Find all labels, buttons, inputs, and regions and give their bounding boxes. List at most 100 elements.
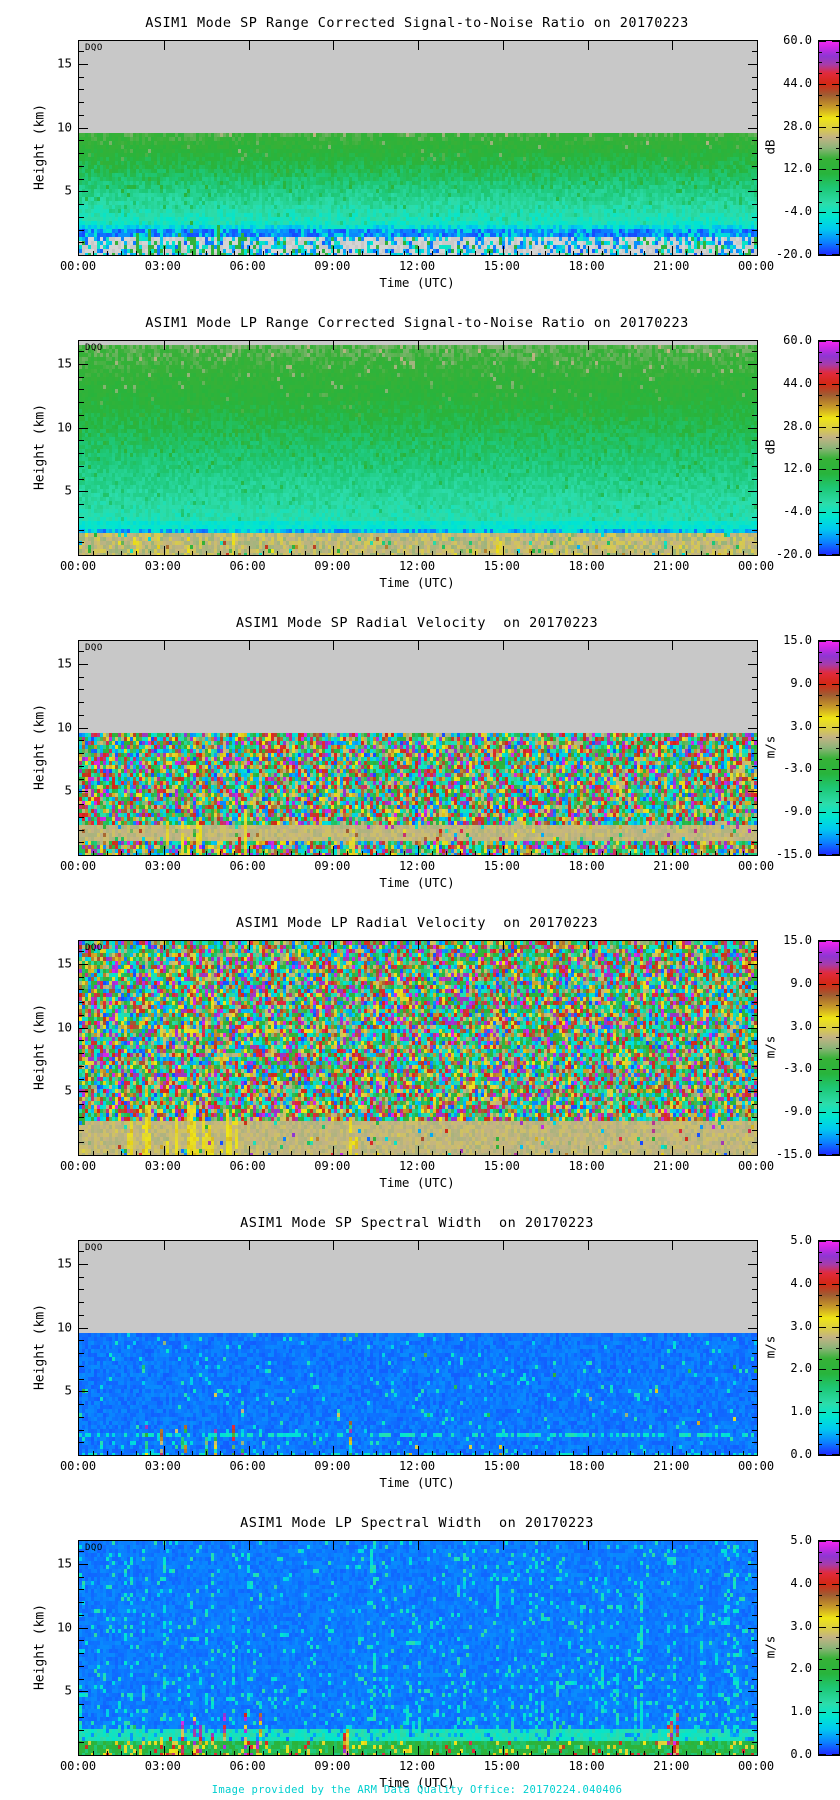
x-axis-tick — [248, 1446, 250, 1455]
colorbar-tick — [836, 1037, 839, 1039]
x-axis-tick — [615, 1151, 617, 1155]
x-axis-tick — [587, 1241, 589, 1250]
x-axis-tick — [573, 551, 575, 555]
colorbar-tick — [836, 694, 839, 696]
y-axis-tick — [752, 178, 757, 180]
colorbar-tick — [819, 833, 822, 835]
y-axis-tick — [752, 1065, 757, 1067]
y-axis-tick — [79, 140, 84, 142]
y-axis-tick — [752, 753, 757, 755]
y-axis-label: Height (km) — [32, 1303, 48, 1391]
x-axis-tick — [615, 1751, 617, 1755]
y-axis-tick — [79, 114, 84, 116]
x-axis-tick — [121, 1751, 123, 1755]
colorbar-tick — [819, 1744, 822, 1746]
colorbar-tick — [819, 641, 826, 642]
colorbar-tick-label: 12.0 — [783, 161, 812, 176]
x-tick-label: 18:00 — [568, 1759, 605, 1773]
x-axis-tick — [248, 941, 250, 950]
x-axis-tick — [333, 846, 335, 855]
x-axis-tick — [545, 851, 547, 855]
x-axis-tick — [629, 1451, 631, 1455]
x-axis-tick — [474, 1751, 476, 1755]
y-axis-tick — [752, 440, 757, 442]
colorbar-tick — [819, 1144, 822, 1146]
x-axis-tick — [403, 1451, 405, 1455]
y-axis-tick — [752, 1551, 757, 1553]
colorbar — [818, 40, 840, 256]
x-tick-label: 09:00 — [314, 1759, 351, 1773]
y-axis-tick — [752, 1404, 757, 1405]
colorbar-tick — [836, 115, 839, 117]
y-axis-tick — [752, 989, 757, 991]
colorbar-tick — [819, 1390, 822, 1392]
x-axis-tick — [658, 1451, 660, 1455]
colorbar-tick — [819, 169, 826, 171]
colorbar-tick — [819, 748, 822, 749]
colorbar-tick — [819, 341, 826, 342]
x-tick-label: 00:00 — [59, 1159, 97, 1173]
colorbar-tick-label: -15.0 — [775, 847, 812, 861]
x-axis-tick — [375, 551, 377, 555]
colorbar — [818, 940, 840, 1156]
x-axis-tick — [163, 1446, 165, 1455]
x-axis-tick — [502, 341, 504, 350]
y-axis-tick — [752, 1251, 757, 1253]
colorbar-tick — [836, 405, 839, 407]
x-axis-tick — [220, 551, 222, 555]
y-axis-tick — [79, 89, 84, 91]
colorbar-tick-label: 2.0 — [790, 1361, 812, 1376]
x-axis-tick — [177, 851, 179, 855]
y-axis-tick — [79, 242, 84, 244]
x-axis-tick — [192, 1451, 193, 1455]
x-tick-label: 09:00 — [314, 1159, 351, 1173]
x-axis-tick — [248, 641, 250, 650]
colorbar-tick-label: -3.0 — [783, 1061, 812, 1076]
x-tick-label: 09:00 — [314, 559, 351, 573]
colorbar-tick — [819, 790, 822, 792]
y-axis-tick — [752, 165, 757, 167]
colorbar-tick — [836, 1315, 839, 1317]
colorbar-tick-label: 3.0 — [790, 1618, 812, 1633]
y-axis-tick — [79, 1614, 84, 1616]
x-axis-tick — [206, 851, 208, 855]
colorbar-tick — [819, 1605, 822, 1607]
x-axis-tick — [192, 1151, 193, 1155]
chart-title: ASIM1 Mode LP Radial Velocity on 2017022… — [235, 915, 599, 931]
colorbar-tick — [819, 1722, 822, 1724]
x-axis-tick — [177, 1151, 179, 1155]
panel-sp-spectral-width: ASIM1 Mode SP Spectral Width on 20170223… — [0, 1200, 840, 1500]
colorbar-tick — [819, 1701, 822, 1703]
x-axis-tick — [290, 1751, 292, 1755]
x-axis-tick — [418, 641, 419, 650]
x-tick-label: 00:00 — [59, 259, 97, 273]
colorbar-tick-label: -20.0 — [775, 247, 812, 261]
y-axis-tick — [79, 989, 84, 991]
y-tick-label: 10 — [56, 1019, 72, 1035]
colorbar-tick — [832, 1283, 839, 1285]
colorbar-tick — [819, 1433, 822, 1435]
colorbar-tick — [819, 254, 826, 255]
x-tick-label: 18:00 — [568, 559, 605, 573]
x-tick-label: 18:00 — [568, 859, 605, 873]
colorbar-tick — [836, 673, 839, 675]
x-axis-tick — [290, 551, 292, 555]
colorbar-tick — [819, 469, 826, 471]
x-axis-tick — [587, 1746, 589, 1755]
x-axis-tick — [418, 1541, 419, 1550]
y-axis-tick — [79, 165, 84, 167]
colorbar-tick — [819, 983, 826, 985]
colorbar-tick — [819, 1454, 826, 1455]
x-axis-label: Time (UTC) — [379, 275, 455, 290]
colorbar-tick — [819, 1412, 826, 1414]
x-axis-tick — [629, 1751, 631, 1755]
x-axis-tick — [559, 551, 561, 555]
x-axis-tick — [220, 1751, 222, 1755]
x-axis-tick — [446, 1751, 448, 1755]
x-axis-tick — [262, 851, 264, 855]
x-axis-tick — [474, 851, 476, 855]
y-axis-tick — [79, 1251, 84, 1253]
x-axis-tick — [135, 1751, 137, 1755]
y-tick-label: 10 — [56, 1319, 72, 1335]
y-axis-tick — [79, 504, 84, 505]
